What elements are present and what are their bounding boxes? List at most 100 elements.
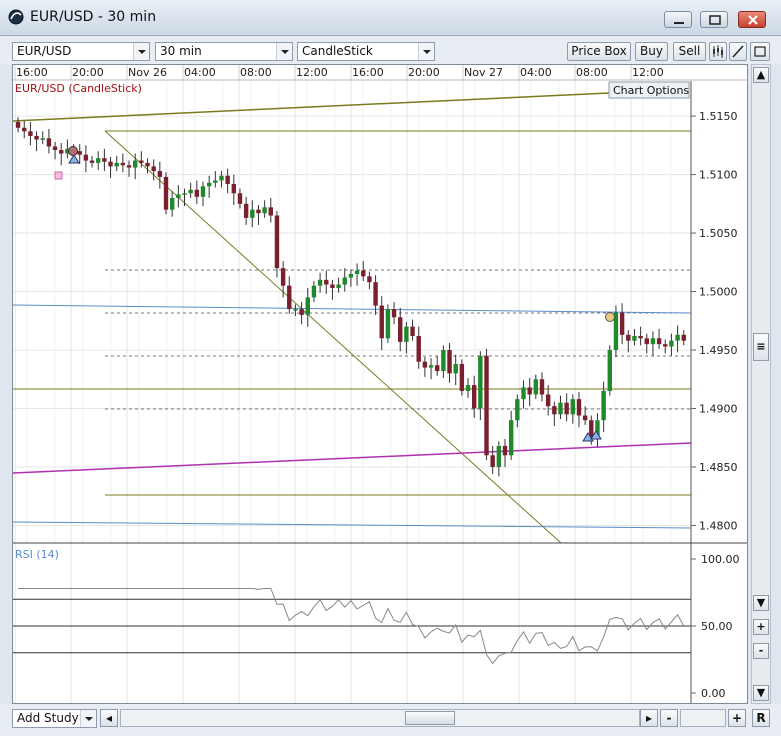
time-scroll-thumb[interactable] (405, 711, 455, 725)
candle-body (182, 193, 187, 195)
chart-type-select[interactable]: CandleStick (297, 42, 435, 61)
restore-button[interactable] (700, 11, 728, 28)
candle-body (521, 387, 526, 400)
candle-body (262, 207, 267, 214)
candle-body (398, 317, 403, 342)
time-label: 12:00 (632, 66, 664, 79)
candle-body (533, 379, 539, 395)
candle-body (441, 350, 446, 372)
sell-signal-icon (68, 146, 78, 156)
timeframe-value: 30 min (160, 44, 202, 58)
minimize-button[interactable] (664, 11, 692, 28)
chart-svg: 16:00 20:00 Nov 26 04:00 08:00 12:00 16:00 20:0… (12, 65, 747, 703)
scroll-end-button[interactable]: ▼ (753, 685, 769, 701)
expand-button[interactable] (750, 42, 770, 61)
scroll-left-button[interactable]: ◂ (100, 709, 118, 727)
candle-body (52, 146, 58, 151)
candle-body (299, 309, 304, 315)
zoom-slider[interactable] (680, 709, 726, 727)
candle-body (650, 338, 656, 345)
scroll-up-button[interactable]: ▲ (753, 67, 769, 83)
title-bar: EUR/USD - 30 min (0, 0, 781, 36)
zoom-in-button[interactable]: + (728, 709, 746, 727)
add-study-dropdown[interactable]: Add Study (12, 709, 97, 728)
price-scale-scrollbar[interactable]: ▲ ≡ ▼ + - ▼ (751, 64, 771, 704)
candle-body (176, 194, 181, 198)
chart-canvas[interactable]: 16:00 20:00 Nov 26 04:00 08:00 12:00 16:00 20:0… (12, 64, 748, 704)
candle-body (83, 154, 89, 161)
time-label: 04:00 (184, 66, 216, 79)
scroll-right-button[interactable]: ▸ (640, 709, 658, 727)
sell-button[interactable]: Sell (673, 42, 706, 61)
close-button[interactable] (738, 11, 766, 28)
candle-body (508, 420, 514, 456)
candle-body (132, 160, 138, 168)
time-label: 12:00 (296, 66, 328, 79)
chart-toolbar: EUR/USD 30 min CandleStick Price Box Buy… (0, 36, 781, 64)
candle-body (644, 338, 649, 345)
zoom-out-scale-button[interactable]: - (753, 643, 769, 659)
candle-body (582, 415, 588, 421)
candle-body (675, 334, 680, 341)
candle-body (373, 282, 378, 306)
candle-body (317, 279, 323, 286)
candle-body (324, 279, 329, 285)
candle-style-icon (713, 45, 723, 58)
zoom-in-scale-button[interactable]: + (753, 619, 769, 635)
price-box-button[interactable]: Price Box (567, 42, 631, 61)
candle-body (638, 335, 643, 339)
candle-body (435, 365, 440, 372)
candle-body (484, 355, 489, 456)
candle-body (243, 203, 249, 218)
signal-markers (54, 146, 615, 442)
rsi-value-label: 0.00 (701, 687, 726, 700)
candle-body (102, 158, 107, 162)
candle-body (268, 207, 273, 216)
candle-body (256, 209, 261, 214)
chart-options-button[interactable]: Chart Options (608, 81, 690, 99)
candle-body (379, 305, 384, 339)
time-label: 08:00 (240, 66, 272, 79)
candle-body (65, 148, 70, 154)
price-label: 1.5050 (699, 227, 738, 240)
reset-button[interactable]: R (752, 709, 770, 727)
candle-body (391, 309, 397, 318)
candle-body (336, 284, 341, 289)
trend-line-top (12, 92, 610, 122)
time-scrollbar[interactable] (120, 709, 640, 727)
buy-button[interactable]: Buy (635, 42, 668, 61)
chevron-down-icon (80, 710, 96, 727)
candle-body (305, 297, 310, 315)
candle-body (576, 399, 582, 416)
time-label: 08:00 (576, 66, 608, 79)
candle-body (46, 138, 52, 147)
candle-style-button[interactable] (709, 42, 727, 61)
candle-body (89, 160, 95, 163)
timeframe-select[interactable]: 30 min (155, 42, 293, 61)
candle-body (589, 420, 594, 438)
rsi-series (13, 587, 691, 665)
zoom-out-button[interactable]: - (660, 709, 678, 727)
chart-indicators (12, 92, 692, 544)
chart-options-box (608, 81, 690, 99)
candle-body (416, 335, 421, 362)
scroll-thumb[interactable]: ≡ (753, 333, 769, 361)
chart-options-label: Chart Options (613, 84, 689, 97)
magenta-trend-line (12, 442, 692, 474)
sell-signal-icon (605, 312, 615, 322)
candle-body (126, 165, 132, 168)
scroll-down-button[interactable]: ▼ (753, 595, 769, 611)
price-label: 1.5000 (699, 286, 738, 299)
draw-line-button[interactable] (729, 42, 747, 61)
symbol-select[interactable]: EUR/USD (12, 42, 150, 61)
candle-body (22, 127, 27, 132)
candle-body (237, 193, 243, 204)
fib-diagonal (104, 130, 562, 544)
candle-body (595, 420, 600, 438)
candle-body (139, 160, 144, 163)
candle-body (422, 361, 428, 368)
candle-body (280, 268, 286, 286)
candle-body (77, 151, 82, 155)
candle-body (348, 273, 354, 278)
candle-body (59, 150, 64, 154)
